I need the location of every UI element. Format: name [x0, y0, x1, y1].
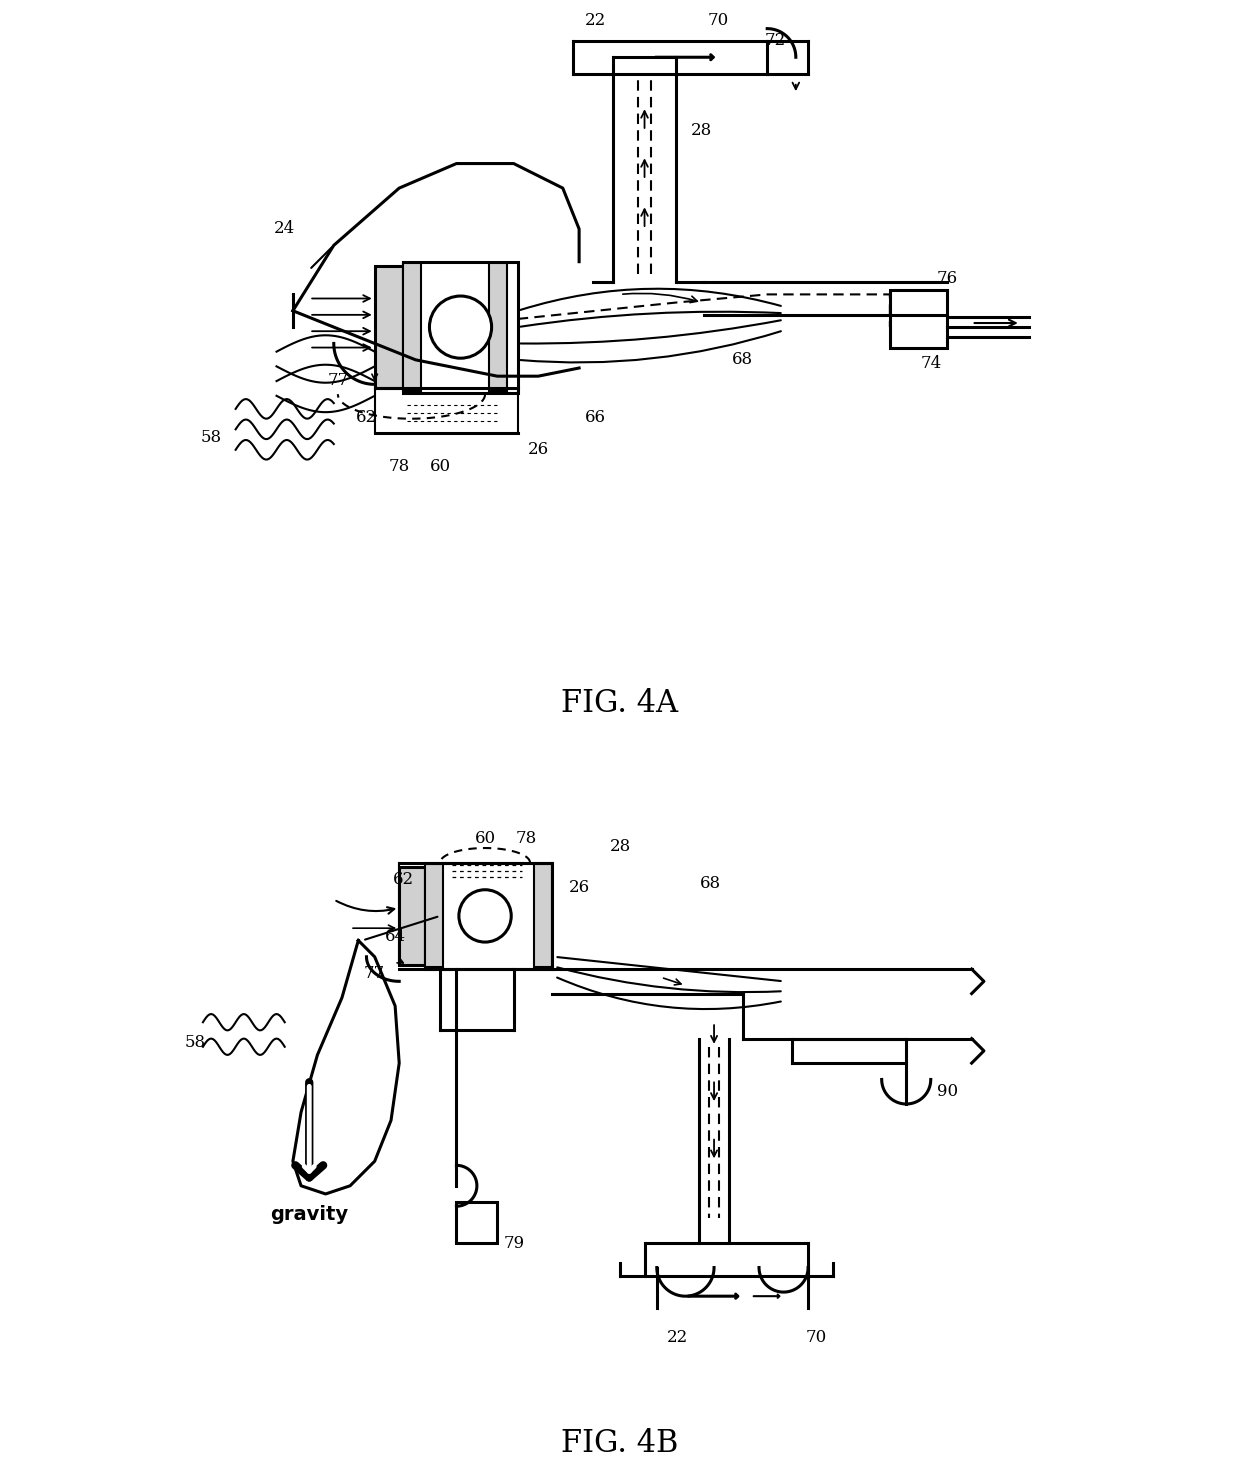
Text: 68: 68	[699, 874, 720, 892]
Text: 62: 62	[356, 409, 377, 425]
Circle shape	[459, 889, 511, 942]
Text: 74: 74	[920, 355, 941, 372]
Text: 58: 58	[185, 1035, 206, 1051]
Bar	[403, 263, 422, 392]
Bar	[534, 864, 552, 967]
Bar	[456, 1203, 497, 1242]
Text: gravity: gravity	[270, 1206, 348, 1223]
Text: 90: 90	[936, 1083, 957, 1100]
Bar	[403, 262, 518, 393]
Text: 26: 26	[569, 879, 590, 896]
Text: 24: 24	[274, 221, 295, 237]
Text: 64: 64	[384, 927, 405, 945]
Text: 22: 22	[667, 1329, 688, 1345]
Text: 68: 68	[732, 352, 753, 368]
Text: 77: 77	[327, 372, 348, 389]
Text: 77: 77	[365, 964, 386, 982]
Text: 78: 78	[388, 458, 410, 474]
Text: 78: 78	[516, 830, 537, 846]
Text: 26: 26	[528, 442, 549, 458]
Bar	[425, 864, 444, 967]
Text: FIG. 4B: FIG. 4B	[562, 1428, 678, 1459]
Text: 72: 72	[765, 32, 786, 50]
Bar	[374, 266, 403, 389]
Text: 66: 66	[585, 409, 606, 425]
Text: 76: 76	[936, 269, 957, 287]
Text: 62: 62	[393, 870, 414, 888]
Bar	[399, 867, 425, 966]
Text: 60: 60	[475, 830, 496, 846]
Bar	[890, 290, 947, 347]
Text: 60: 60	[429, 458, 450, 474]
Text: 28: 28	[691, 122, 713, 140]
Text: 28: 28	[609, 838, 631, 855]
Text: FIG. 4A: FIG. 4A	[562, 687, 678, 718]
Circle shape	[429, 296, 491, 358]
Text: 70: 70	[806, 1329, 827, 1345]
Text: 22: 22	[585, 12, 606, 29]
Text: 58: 58	[201, 428, 222, 446]
Text: 79: 79	[503, 1235, 525, 1251]
Bar	[425, 863, 552, 969]
Text: 70: 70	[708, 12, 729, 29]
Bar	[489, 263, 507, 392]
